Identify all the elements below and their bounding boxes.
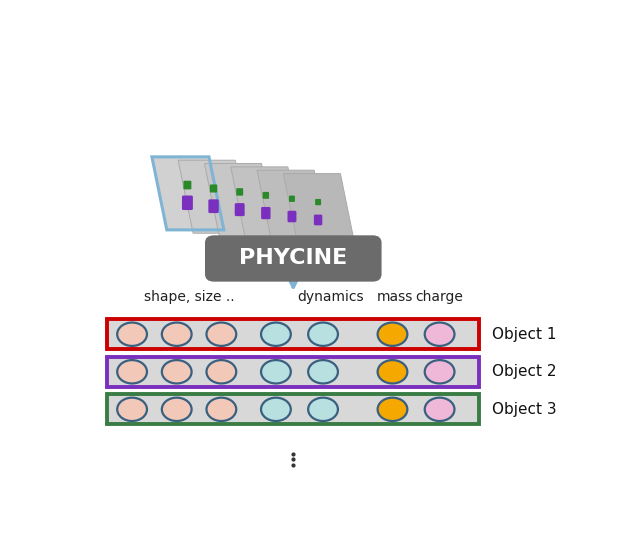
Ellipse shape <box>308 322 338 346</box>
Polygon shape <box>178 160 250 233</box>
FancyBboxPatch shape <box>235 203 244 216</box>
Ellipse shape <box>162 398 191 421</box>
FancyBboxPatch shape <box>314 215 323 225</box>
Ellipse shape <box>261 322 291 346</box>
Polygon shape <box>257 170 329 243</box>
Ellipse shape <box>308 360 338 384</box>
Text: charge: charge <box>415 290 463 304</box>
Polygon shape <box>284 173 355 247</box>
Ellipse shape <box>378 322 408 346</box>
FancyBboxPatch shape <box>315 199 321 205</box>
Ellipse shape <box>117 398 147 421</box>
FancyBboxPatch shape <box>262 192 269 199</box>
Polygon shape <box>231 167 303 240</box>
FancyBboxPatch shape <box>184 180 191 189</box>
FancyBboxPatch shape <box>210 184 217 192</box>
Text: Object 1: Object 1 <box>492 327 556 341</box>
Ellipse shape <box>425 322 454 346</box>
FancyBboxPatch shape <box>182 196 193 210</box>
Text: Object 3: Object 3 <box>492 402 556 417</box>
Text: mass: mass <box>377 290 413 304</box>
FancyBboxPatch shape <box>108 357 479 387</box>
Ellipse shape <box>162 322 191 346</box>
Ellipse shape <box>261 360 291 384</box>
FancyBboxPatch shape <box>108 319 479 349</box>
Ellipse shape <box>378 360 408 384</box>
Ellipse shape <box>207 398 236 421</box>
Text: dynamics: dynamics <box>297 290 364 304</box>
FancyBboxPatch shape <box>261 207 271 219</box>
Polygon shape <box>205 164 276 236</box>
Text: shape, size ..: shape, size .. <box>144 290 234 304</box>
Ellipse shape <box>425 360 454 384</box>
Ellipse shape <box>425 398 454 421</box>
FancyBboxPatch shape <box>289 196 295 202</box>
Ellipse shape <box>117 360 147 384</box>
Ellipse shape <box>261 398 291 421</box>
Ellipse shape <box>162 360 191 384</box>
FancyBboxPatch shape <box>287 211 296 222</box>
Ellipse shape <box>207 360 236 384</box>
Text: PHYCINE: PHYCINE <box>239 248 348 268</box>
Text: Object 2: Object 2 <box>492 364 556 379</box>
FancyBboxPatch shape <box>236 188 243 196</box>
Ellipse shape <box>207 322 236 346</box>
Ellipse shape <box>308 398 338 421</box>
FancyBboxPatch shape <box>205 235 381 282</box>
FancyBboxPatch shape <box>108 395 479 424</box>
Ellipse shape <box>378 398 408 421</box>
Polygon shape <box>152 157 224 230</box>
Ellipse shape <box>117 322 147 346</box>
FancyBboxPatch shape <box>209 199 219 213</box>
